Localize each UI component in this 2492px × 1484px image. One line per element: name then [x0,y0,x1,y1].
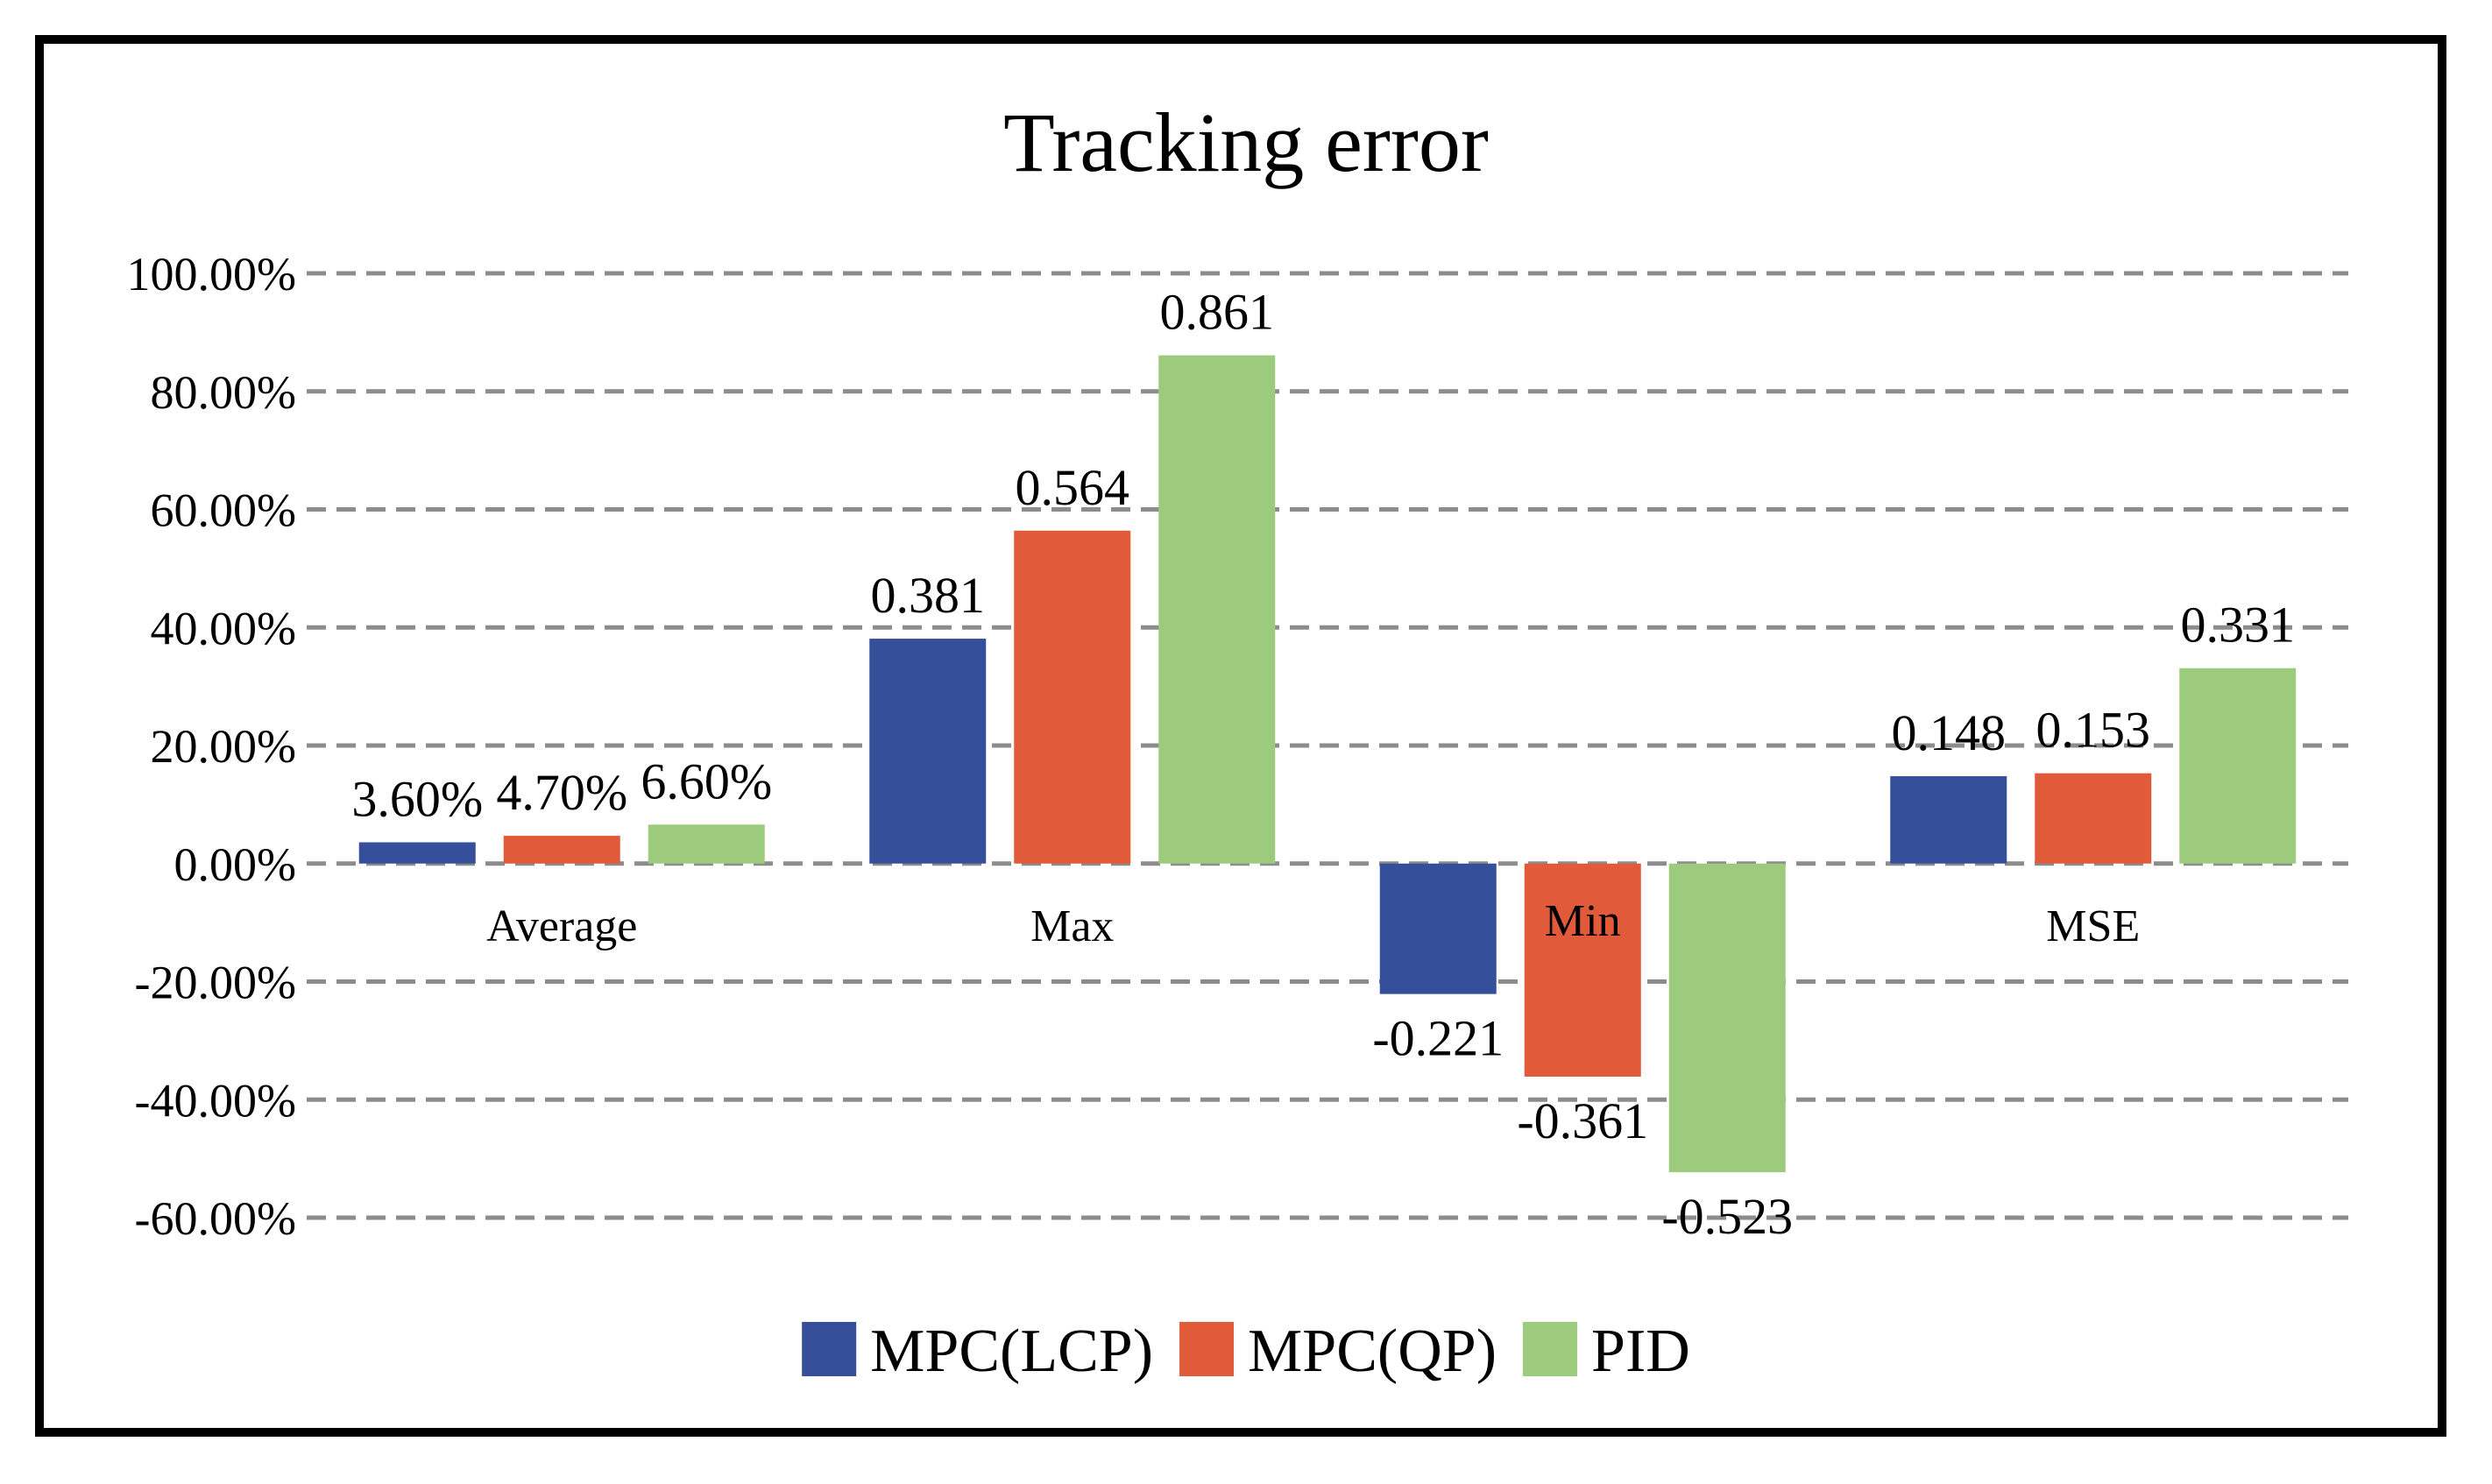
y-tick-label: 80.00% [151,366,296,419]
data-label: 3.60% [351,770,483,827]
bar-mpc-qp--average [503,836,620,864]
y-tick-label: 40.00% [151,602,296,654]
bar-mpc-qp--mse [2035,773,2152,864]
x-category-label: Average [486,901,637,951]
y-tick-label: -60.00% [135,1192,296,1245]
bar-pid-min [1668,863,1786,1173]
bar-mpc-lcp--average [358,842,476,864]
y-tick-label: -40.00% [135,1074,296,1127]
legend-swatch-mpc-qp- [1179,1322,1235,1376]
bar-pid-max [1158,355,1276,864]
data-label: 0.861 [1160,284,1275,341]
legend-label: MPC(QP) [1248,1318,1497,1385]
bar-mpc-qp--max [1014,530,1131,864]
data-label: -0.221 [1372,1010,1504,1067]
legend-swatch-mpc-lcp- [802,1322,857,1376]
y-tick-label: 20.00% [151,720,296,773]
data-label: -0.361 [1517,1092,1648,1149]
y-tick-label: -20.00% [135,957,296,1009]
x-category-label: Min [1545,896,1621,946]
bar-mpc-lcp--max [869,639,987,864]
legend-label: PID [1591,1318,1690,1385]
legend-swatch-pid [1523,1322,1578,1376]
y-tick-label: 60.00% [151,484,296,537]
data-label: 0.381 [871,567,986,624]
y-tick-label: 0.00% [174,838,296,891]
legend-label: MPC(LCP) [870,1318,1153,1385]
data-label: 0.153 [2036,702,2151,759]
x-category-label: MSE [2046,901,2140,951]
bar-mpc-lcp--min [1379,863,1497,994]
data-label: 4.70% [496,764,627,821]
y-tick-label: 100.00% [127,248,296,300]
data-label: 0.148 [1892,704,2007,761]
x-category-label: Max [1030,901,1114,951]
bar-pid-mse [2179,668,2297,864]
data-label: 0.564 [1016,459,1130,516]
data-label: -0.523 [1661,1188,1793,1245]
bar-mpc-lcp--mse [1890,776,2007,864]
bar-pid-average [648,824,765,864]
chart-title: Tracking error [1003,95,1489,189]
data-label: 0.331 [2181,597,2296,654]
bar-mpc-qp--min [1524,863,1641,1077]
data-label: 6.60% [641,753,772,809]
